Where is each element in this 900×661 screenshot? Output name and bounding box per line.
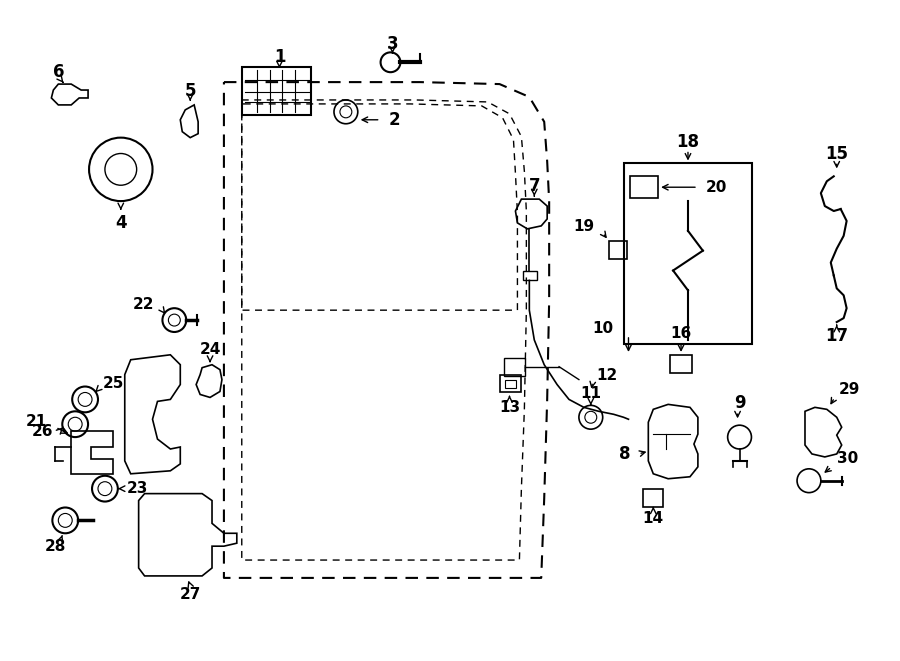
- Text: 6: 6: [52, 63, 64, 81]
- Text: 25: 25: [103, 376, 124, 391]
- Bar: [500, 375, 521, 393]
- Text: 18: 18: [677, 133, 699, 151]
- Text: 14: 14: [643, 511, 664, 526]
- Bar: [624, 163, 752, 344]
- Text: 15: 15: [825, 145, 848, 163]
- Bar: [631, 176, 658, 198]
- Text: 28: 28: [45, 539, 66, 554]
- Text: 8: 8: [619, 445, 631, 463]
- Text: 17: 17: [825, 327, 849, 345]
- Text: 13: 13: [499, 400, 520, 415]
- Bar: [608, 241, 626, 258]
- Bar: [524, 270, 537, 280]
- Bar: [503, 358, 526, 375]
- Text: 16: 16: [670, 327, 692, 342]
- Bar: [242, 67, 311, 115]
- Bar: [505, 379, 517, 387]
- Text: 10: 10: [592, 321, 614, 336]
- Text: 26: 26: [32, 424, 53, 439]
- Text: 22: 22: [133, 297, 155, 312]
- Text: 24: 24: [199, 342, 220, 358]
- Text: 29: 29: [839, 382, 860, 397]
- Text: 23: 23: [127, 481, 148, 496]
- Bar: [670, 355, 692, 373]
- Text: 5: 5: [184, 82, 196, 100]
- Bar: [644, 488, 663, 506]
- Text: 1: 1: [274, 48, 285, 66]
- Text: 9: 9: [734, 395, 745, 412]
- Text: 12: 12: [597, 368, 618, 383]
- Text: 7: 7: [528, 177, 540, 195]
- Text: 3: 3: [387, 36, 399, 54]
- Text: 21: 21: [26, 414, 48, 429]
- Text: 20: 20: [706, 180, 727, 195]
- Text: 4: 4: [115, 214, 127, 232]
- Text: 27: 27: [179, 587, 201, 602]
- Text: 19: 19: [573, 219, 595, 235]
- Text: 30: 30: [837, 451, 858, 467]
- Text: 2: 2: [389, 111, 400, 129]
- Text: 11: 11: [580, 386, 601, 401]
